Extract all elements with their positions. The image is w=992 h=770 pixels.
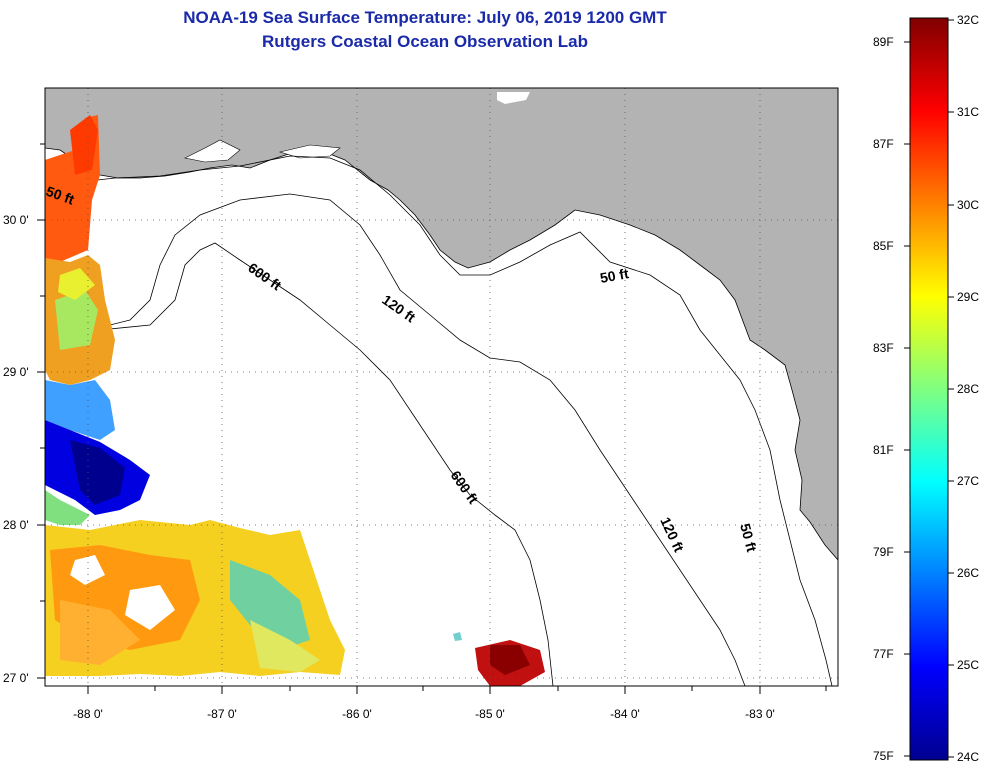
contour-50ft: [45, 155, 833, 686]
colorbar-celsius-label: 31C: [957, 105, 979, 119]
colorbar-celsius-label: 28C: [957, 382, 979, 396]
land-mass: [45, 88, 838, 561]
lon-label: -85 0': [475, 707, 505, 721]
lat-label: 30 0': [3, 213, 29, 227]
contour-label: 50 ft: [737, 522, 760, 554]
colorbar-celsius-label: 29C: [957, 290, 979, 304]
map-title: NOAA-19 Sea Surface Temperature: July 06…: [183, 8, 667, 27]
colorbar-fahrenheit-label: 75F: [873, 749, 894, 763]
contour-600ft: [45, 242, 554, 686]
sst-data-patches: [45, 115, 545, 686]
gridlines: [45, 88, 838, 686]
colorbar-fahrenheit-label: 87F: [873, 137, 894, 151]
contour-label: 50 ft: [599, 265, 630, 286]
colorbar-fahrenheit-label: 77F: [873, 647, 894, 661]
colorbar-celsius-label: 27C: [957, 474, 979, 488]
lon-label: -84 0': [610, 707, 640, 721]
colorbar: [909, 17, 949, 761]
colorbar-celsius-label: 25C: [957, 658, 979, 672]
colorbar-celsius-label: 26C: [957, 566, 979, 580]
contour-120ft: [45, 193, 746, 686]
colorbar-fahrenheit-label: 79F: [873, 545, 894, 559]
lon-label: -87 0': [207, 707, 237, 721]
colorbar-celsius-label: 24C: [957, 750, 979, 764]
lake: [497, 92, 530, 104]
lat-label: 29 0': [3, 365, 29, 379]
lon-label: -83 0': [745, 707, 775, 721]
colorbar-fahrenheit-label: 81F: [873, 443, 894, 457]
lon-label: -86 0': [342, 707, 372, 721]
map-frame: [44, 87, 839, 687]
colorbar-ticks: [904, 19, 954, 758]
lat-label: 27 0': [3, 671, 29, 685]
colorbar-fahrenheit-label: 83F: [873, 341, 894, 355]
colorbar-celsius-label: 32C: [957, 13, 979, 27]
map-subtitle: Rutgers Coastal Ocean Observation Lab: [262, 32, 588, 51]
colorbar-fahrenheit-label: 85F: [873, 239, 894, 253]
lat-label: 28 0': [3, 518, 29, 532]
colorbar-celsius-label: 30C: [957, 198, 979, 212]
bay: [184, 139, 241, 163]
colorbar-fahrenheit-label: 89F: [873, 35, 894, 49]
bay: [278, 144, 341, 159]
tick-marks: [37, 143, 827, 694]
lon-label: -88 0': [73, 707, 103, 721]
